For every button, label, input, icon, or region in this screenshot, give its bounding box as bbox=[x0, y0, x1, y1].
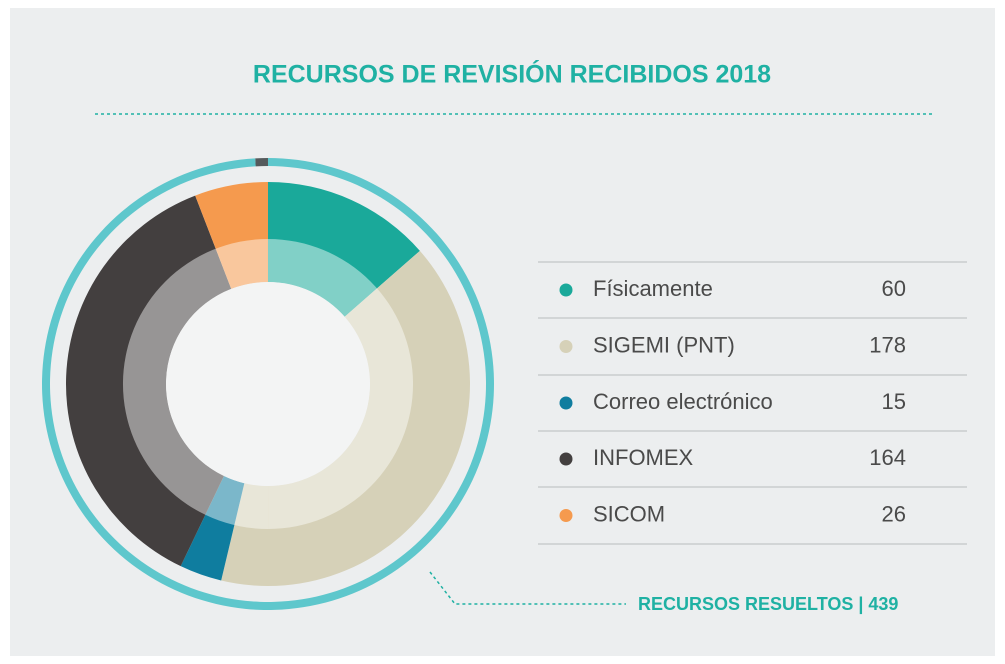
legend-value: 164 bbox=[869, 445, 906, 470]
legend-label: SIGEMI (PNT) bbox=[593, 332, 735, 357]
ring-remainder bbox=[255, 158, 268, 167]
legend-dot bbox=[559, 283, 573, 297]
donut-segment bbox=[268, 182, 420, 317]
annotation: RECURSOS RESUELTOS | 439 bbox=[638, 594, 898, 614]
annotation-leader bbox=[429, 571, 626, 605]
legend-value: 178 bbox=[869, 332, 906, 357]
inner-band bbox=[122, 239, 414, 529]
donut-segment bbox=[66, 195, 232, 567]
legend-label: Físicamente bbox=[593, 276, 713, 301]
legend-label: INFOMEX bbox=[593, 445, 694, 470]
donut-hole bbox=[166, 282, 370, 486]
donut-segment bbox=[195, 182, 268, 289]
legend-dot bbox=[559, 509, 573, 522]
chart-title: RECURSOS DE REVISIÓN RECIBIDOS 2018 bbox=[253, 59, 771, 89]
legend-value: 26 bbox=[882, 501, 906, 526]
legend-dot bbox=[559, 396, 573, 410]
legend-label: SICOM bbox=[593, 501, 665, 526]
legend-dot bbox=[559, 340, 573, 353]
legend-dot bbox=[559, 452, 573, 466]
legend-value: 15 bbox=[882, 389, 906, 414]
legend-label: Correo electrónico bbox=[593, 389, 773, 414]
donut-segment bbox=[180, 475, 245, 581]
donut-segment bbox=[221, 250, 470, 586]
legend-value: 60 bbox=[882, 276, 906, 301]
